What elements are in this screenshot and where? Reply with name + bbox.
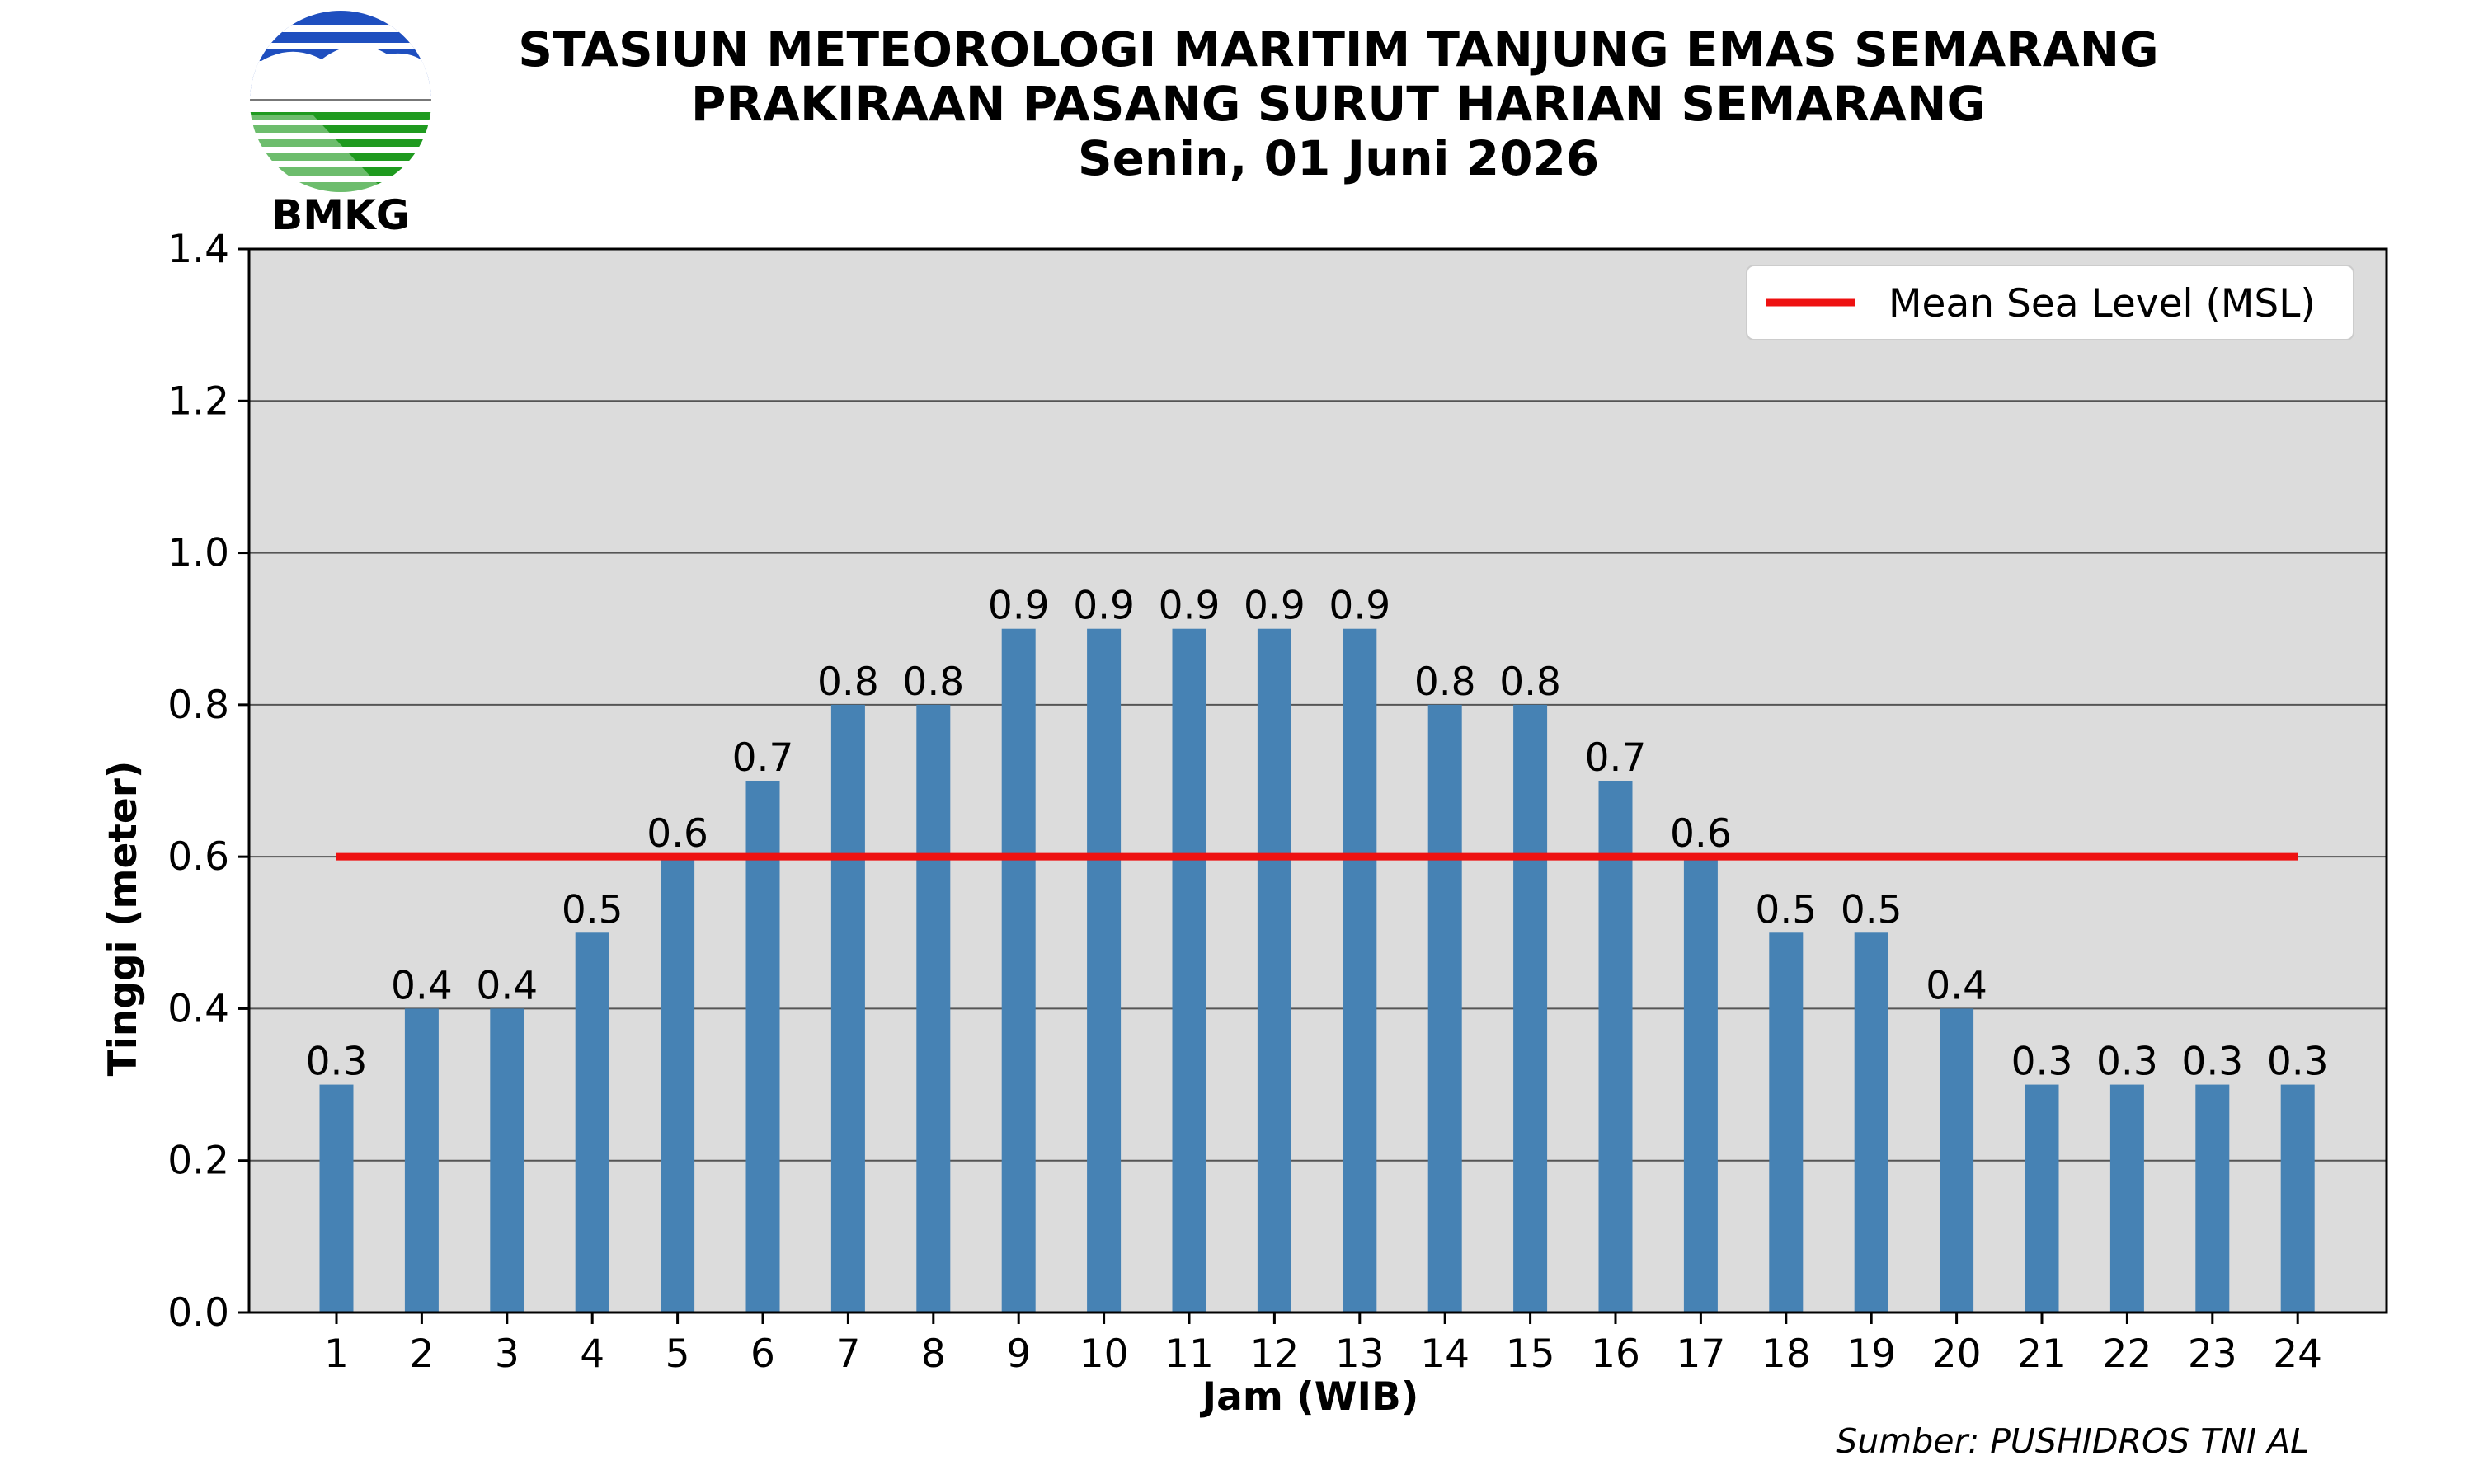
x-tick-label: 13 [1335,1331,1385,1377]
bar-value-label: 0.3 [2096,1040,2158,1085]
x-tick-label: 7 [835,1331,860,1377]
legend-msl-label: Mean Sea Level (MSL) [1888,281,2316,326]
bar [2195,1084,2230,1313]
bar-value-label: 0.8 [1414,660,1476,705]
y-axis-title: Tinggi (meter) [101,761,146,1077]
legend-box [1746,265,2354,340]
x-tick-label: 9 [1006,1331,1031,1377]
bar [1854,932,1888,1313]
bar [1427,704,1462,1313]
bar [1257,628,1291,1313]
x-axis-title: Jam (WIB) [1200,1374,1419,1420]
bmkg-logo: BMKG [250,11,431,239]
bar [2109,1084,2144,1313]
bar [404,1008,439,1313]
plot-frame [247,247,2388,1314]
bar-value-label: 0.8 [1499,660,1561,705]
x-tick-label: 1 [324,1331,349,1377]
bar-value-label: 0.8 [817,660,879,705]
chart-title-date: Senin, 01 Juni 2026 [1078,130,1599,186]
chart-title-line2: PRAKIRAAN PASANG SURUT HARIAN SEMARANG [691,76,1986,132]
bar [575,932,609,1313]
bar-value-label: 0.4 [1926,963,1987,1008]
bar [1513,704,1548,1313]
y-tick-label: 0.0 [167,1290,229,1336]
bar [1769,932,1804,1313]
x-tick-label: 23 [2188,1331,2237,1377]
bar-value-label: 0.9 [1073,584,1135,629]
bar [319,1084,354,1313]
x-tick-label: 5 [666,1331,690,1377]
plot-area [249,249,2387,1313]
bar [1598,781,1633,1313]
bar [490,1008,524,1313]
y-tick-label: 1.0 [167,531,229,576]
y-tick-label: 0.8 [167,683,229,728]
x-tick-label: 17 [1676,1331,1725,1377]
bar [1087,628,1122,1313]
bar [1683,857,1718,1313]
y-axis: 0.0 0.2 0.4 0.6 0.8 1.0 1.2 1.4 [167,227,249,1336]
bar [830,704,865,1313]
bar-value-label: 0.3 [306,1040,368,1085]
y-tick-label: 0.6 [167,834,229,880]
bar [745,781,780,1313]
logo-text: BMKG [271,191,410,239]
bar-value-label: 0.3 [2011,1040,2073,1085]
x-tick-label: 20 [1932,1331,1982,1377]
x-tick-label: 11 [1164,1331,1214,1377]
x-tick-label: 22 [2102,1331,2152,1377]
source-note: Sumber: PUSHIDROS TNI AL [1836,1421,2309,1461]
bar-value-labels: 0.3 0.4 0.4 0.5 0.6 0.7 0.8 0.8 0.9 0.9 0.9 0.9 0.9 0… [306,584,2329,1085]
x-tick-label: 10 [1079,1331,1129,1377]
bars [319,628,2315,1313]
legend: Mean Sea Level (MSL) [1746,265,2354,340]
x-tick-label: 21 [2017,1331,2067,1377]
bar [2025,1084,2059,1313]
bar [916,704,951,1313]
bar-value-label: 0.3 [2267,1040,2329,1085]
y-tick-label: 0.2 [167,1139,229,1184]
bar [1940,1008,1974,1313]
bar-value-label: 0.8 [902,660,964,705]
bar-value-label: 0.9 [1329,584,1390,629]
bar-value-label: 0.6 [647,811,708,857]
x-tick-label: 3 [495,1331,520,1377]
bar [2280,1084,2315,1313]
bar-value-label: 0.9 [1159,584,1221,629]
x-tick-label: 18 [1761,1331,1811,1377]
x-tick-label: 24 [2273,1331,2322,1377]
x-tick-label: 4 [580,1331,604,1377]
bar [1001,628,1036,1313]
bar-value-label: 0.7 [1585,735,1647,781]
bar-value-label: 0.4 [476,963,538,1008]
bar-value-label: 0.4 [391,963,453,1008]
bar [1343,628,1377,1313]
y-tick-label: 0.4 [167,986,229,1031]
bar-value-label: 0.9 [988,584,1050,629]
bar-value-label: 0.3 [2181,1040,2243,1085]
bar-value-label: 0.7 [732,735,794,781]
bar-value-label: 0.9 [1244,584,1305,629]
x-tick-label: 14 [1420,1331,1470,1377]
y-tick-label: 1.4 [167,227,229,272]
x-tick-label: 16 [1591,1331,1640,1377]
x-tick-label: 15 [1506,1331,1555,1377]
y-tick-label: 1.2 [167,378,229,424]
bar-value-label: 0.6 [1670,811,1732,857]
bar-value-label: 0.5 [1755,887,1817,932]
x-tick-label: 19 [1846,1331,1896,1377]
x-tick-label: 6 [750,1331,775,1377]
bar-value-label: 0.5 [562,887,623,932]
x-tick-label: 12 [1249,1331,1299,1377]
bar [661,857,695,1313]
x-tick-label: 8 [921,1331,946,1377]
x-axis: 1 2 3 4 5 6 7 8 9 10 11 12 13 14 15 16 17 18 19 20 21 22 23 24 [324,1313,2322,1377]
bar-value-label: 0.5 [1841,887,1903,932]
x-tick-label: 2 [409,1331,434,1377]
bar [1172,628,1206,1313]
logo-emblem-icon [250,11,431,192]
chart-title-line1: STASIUN METEOROLOGI MARITIM TANJUNG EMAS… [518,21,2159,77]
